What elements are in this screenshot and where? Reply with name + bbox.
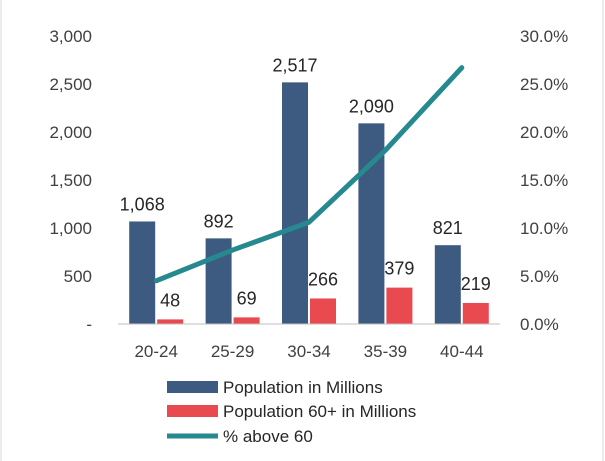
data-label-population: 821	[433, 218, 463, 238]
left-tick-label: 2,000	[49, 123, 92, 142]
data-label-population-60plus: 219	[461, 274, 491, 294]
line-series	[153, 65, 465, 284]
right-tick-label: 10.0%	[520, 219, 568, 238]
data-label-population: 892	[204, 211, 234, 231]
legend-swatch	[167, 381, 218, 393]
data-labels: 1,068 892 2,517 2,090 821 48 69 266 379 219	[120, 55, 491, 310]
legend-label: % above 60	[223, 427, 313, 446]
left-tick-label: -	[86, 315, 92, 334]
right-tick-label: 15.0%	[520, 171, 568, 190]
left-tick-label: 3,000	[49, 27, 92, 46]
bar-population-60plus	[157, 319, 184, 324]
category-label: 25-29	[211, 342, 254, 361]
left-tick-label: 1,500	[49, 171, 92, 190]
right-tick-label: 25.0%	[520, 75, 568, 94]
left-tick-label: 500	[64, 267, 92, 286]
bar-population-60plus	[233, 317, 260, 324]
category-label: 35-39	[364, 342, 407, 361]
category-label: 30-34	[287, 342, 330, 361]
category-label: 20-24	[134, 342, 177, 361]
bar-population-60plus	[310, 298, 336, 324]
bar-population-60plus	[462, 302, 489, 324]
right-tick-label: 0.0%	[520, 315, 559, 334]
right-tick-label: 30.0%	[520, 27, 568, 46]
left-axis: - 500 1,000 1,500 2,000 2,500 3,000	[49, 27, 92, 334]
bar-population	[129, 221, 156, 324]
bars	[129, 82, 489, 324]
x-axis: 20-24 25-29 30-34 35-39 40-44	[134, 342, 483, 361]
left-tick-label: 2,500	[49, 75, 92, 94]
legend-label: Population 60+ in Millions	[223, 402, 416, 421]
right-tick-label: 20.0%	[520, 123, 568, 142]
bar-population	[282, 82, 308, 324]
right-axis: 0.0% 5.0% 10.0% 15.0% 20.0% 25.0% 30.0%	[520, 27, 568, 334]
bar-population-60plus	[386, 287, 413, 324]
legend-swatch	[167, 405, 218, 417]
data-label-population-60plus: 379	[384, 259, 414, 279]
legend: Population in Millions Population 60+ in …	[167, 378, 416, 446]
line-pct-above-60	[153, 65, 465, 284]
right-tick-label: 5.0%	[520, 267, 559, 286]
category-label: 40-44	[440, 342, 483, 361]
data-label-population-60plus: 69	[237, 288, 257, 308]
data-label-population-60plus: 48	[160, 290, 180, 310]
data-label-population: 2,517	[272, 55, 317, 75]
data-label-population-60plus: 266	[308, 269, 338, 289]
data-label-population: 1,068	[120, 194, 165, 214]
legend-label: Population in Millions	[223, 378, 383, 397]
left-tick-label: 1,000	[49, 219, 92, 238]
data-label-population: 2,090	[349, 96, 394, 116]
bar-population	[434, 245, 461, 324]
